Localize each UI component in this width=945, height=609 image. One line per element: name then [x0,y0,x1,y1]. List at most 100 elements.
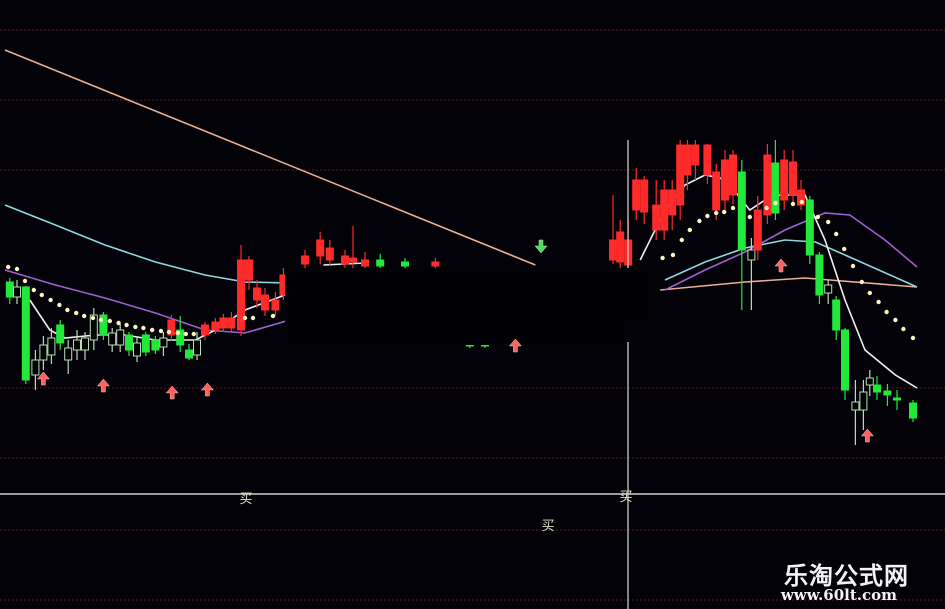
candle-body [211,321,220,331]
candle-body [39,344,48,361]
candle-body [668,189,677,216]
indicator-dot [107,318,113,324]
candle [609,195,617,264]
candle-body [108,332,117,346]
candle-body [349,257,357,263]
candle [737,160,746,310]
candle [64,340,73,374]
candle [616,220,625,268]
candle [865,370,874,396]
indicator-dot [660,255,665,261]
candle-body [640,179,649,213]
indicator-dot [679,237,684,243]
candle-body [253,287,261,301]
candle-body [237,259,245,331]
candle-body [859,391,868,411]
candle [245,256,253,290]
line-ma_purple [4,269,291,334]
candle-body [361,259,369,267]
candle [159,332,168,356]
candle-body [301,255,309,265]
candle-body [431,261,440,267]
candle [361,252,369,268]
candle-body [325,247,334,261]
indicator-dot [842,246,847,252]
indicator-dot [57,302,62,308]
candle [824,280,833,304]
candle-body [185,349,193,359]
indicator-dot [116,320,121,326]
candle-body [201,324,209,336]
indicator-dot [74,310,79,316]
candle [401,258,409,268]
candle-body [133,342,141,357]
candle-body [316,239,325,257]
candle-body [841,329,849,391]
masked-region [285,268,655,345]
candle [789,150,797,204]
indicator-dot [98,317,104,323]
candle [851,380,860,445]
candle [729,150,737,204]
candle [151,336,160,354]
candle-body [81,337,89,351]
candle-body [99,314,108,336]
candle [201,322,209,340]
candle-body [227,317,236,329]
candle [349,226,357,268]
indicator-dot [764,205,769,211]
candle-body [376,259,385,267]
candle-body [851,401,860,411]
indicator-dot [175,330,180,336]
candle-body [789,161,797,196]
indicator-dot [31,287,36,293]
candle-body [193,339,201,356]
candle [56,320,65,350]
candle-body [341,255,349,265]
candle-body [73,339,81,351]
indicator-dot [65,307,70,313]
candle-body [703,144,712,176]
candle-body [909,402,917,419]
buy-arrow-icon [165,385,179,400]
candle-body [47,337,56,356]
candle [125,332,133,356]
candle-body [31,359,40,376]
candle [909,400,917,422]
candle [185,344,193,360]
indicator-dot [270,313,276,319]
candle-body [883,390,892,396]
buy-signal-label: 买 [541,519,554,534]
candle-body [893,397,901,401]
candle [712,164,721,220]
indicator-dot [242,315,248,321]
buy-signal-label: 买 [239,492,252,507]
candle [325,240,334,266]
candle-body [5,281,14,298]
candle [703,144,712,184]
buy-arrow-icon [774,258,788,273]
indicator-dot [799,199,804,205]
candle-body [815,254,824,296]
candle [753,196,762,260]
candle [797,180,805,210]
line-ma_long [660,277,918,291]
indicator-dot [730,205,736,211]
indicator-dot [867,290,872,296]
candle [883,384,892,406]
candle [691,140,700,180]
indicator-dot [250,315,256,321]
candle-body [873,384,881,393]
candle-body [401,261,409,267]
candle [763,144,772,224]
candle [39,336,48,370]
candle-body [64,347,73,361]
indicator-dot [884,309,889,315]
candle-body [176,329,185,346]
watermark-name: 乐淘公式网 [784,561,909,590]
candle [668,180,677,230]
candle-body [167,319,176,336]
candle-body [780,159,789,201]
candle-body [712,171,721,211]
candle-body [797,189,805,206]
